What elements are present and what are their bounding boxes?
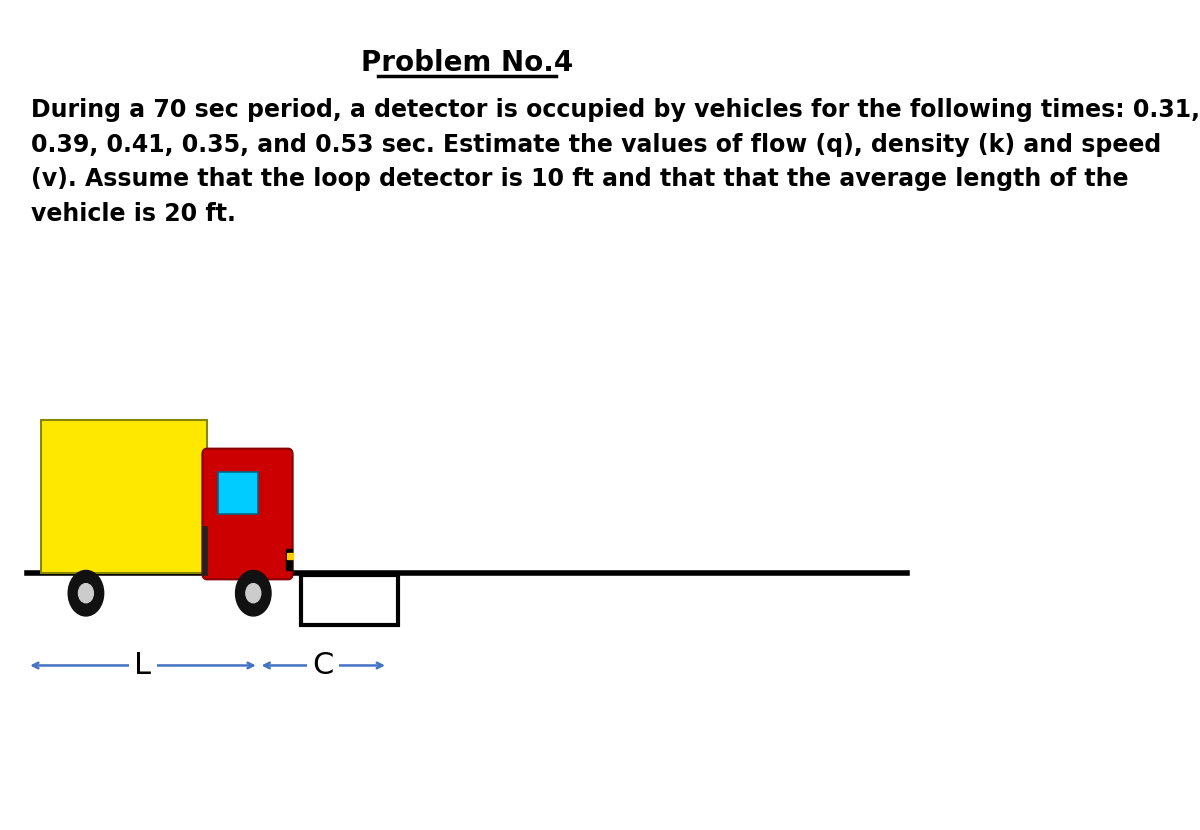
Bar [287, 549, 292, 570]
Text: L: L [134, 651, 151, 680]
Text: Problem No.4: Problem No.4 [361, 49, 574, 76]
FancyBboxPatch shape [203, 449, 293, 579]
Circle shape [235, 570, 271, 616]
Text: During a 70 sec period, a detector is occupied by vehicles for the following tim: During a 70 sec period, a detector is oc… [31, 98, 1200, 226]
Bar [41, 420, 208, 574]
Text: C: C [312, 651, 334, 680]
Circle shape [68, 570, 103, 616]
Bar [301, 575, 397, 625]
Circle shape [246, 583, 260, 603]
Bar [218, 472, 258, 514]
Circle shape [78, 583, 94, 603]
